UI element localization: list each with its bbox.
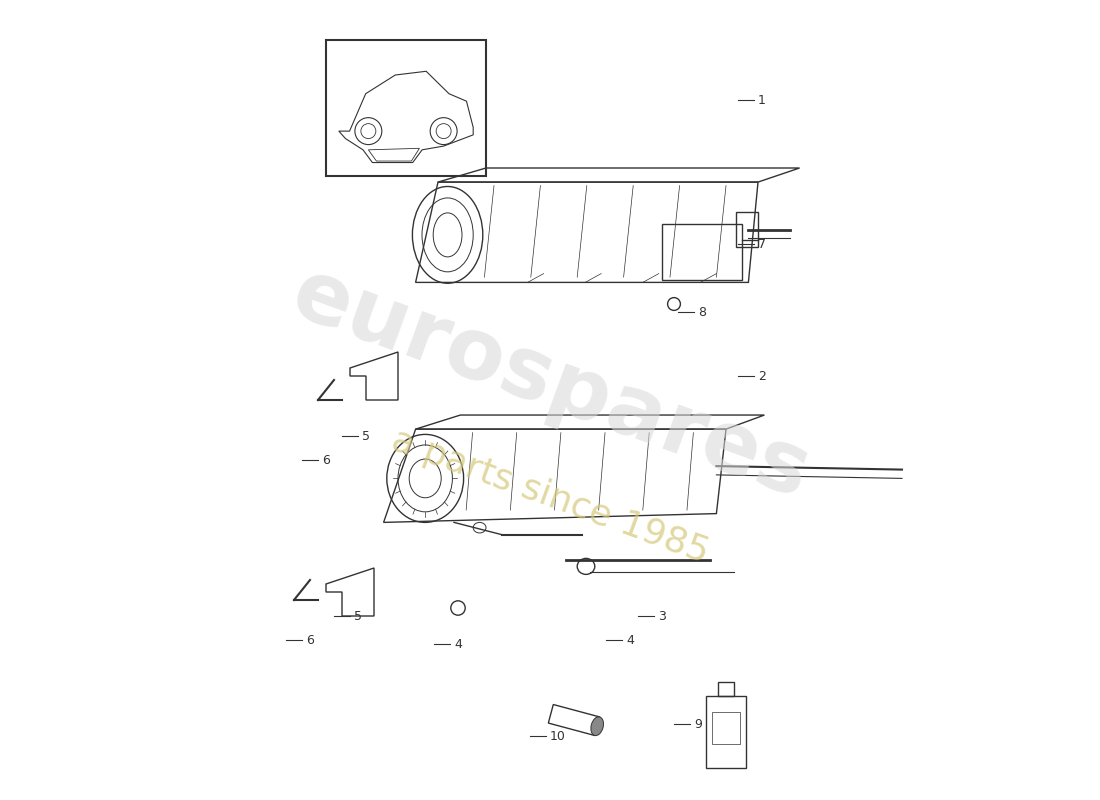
Text: 3: 3 <box>658 610 666 622</box>
Ellipse shape <box>591 717 604 736</box>
Text: 7: 7 <box>758 238 766 250</box>
Text: 5: 5 <box>354 610 362 622</box>
Text: 9: 9 <box>694 718 702 730</box>
Text: a parts since 1985: a parts since 1985 <box>387 422 713 570</box>
Text: 5: 5 <box>362 430 370 442</box>
Bar <box>706 696 746 768</box>
Text: 6: 6 <box>306 634 313 646</box>
Text: eurospares: eurospares <box>279 252 821 516</box>
Bar <box>326 40 486 176</box>
Text: 4: 4 <box>454 638 462 650</box>
Text: 8: 8 <box>698 306 706 318</box>
Text: 6: 6 <box>322 454 330 466</box>
Bar <box>718 682 734 696</box>
Text: 4: 4 <box>626 634 634 646</box>
Bar <box>712 712 740 744</box>
Text: 1: 1 <box>758 94 766 106</box>
Text: 2: 2 <box>758 370 766 382</box>
Text: 10: 10 <box>550 730 565 742</box>
